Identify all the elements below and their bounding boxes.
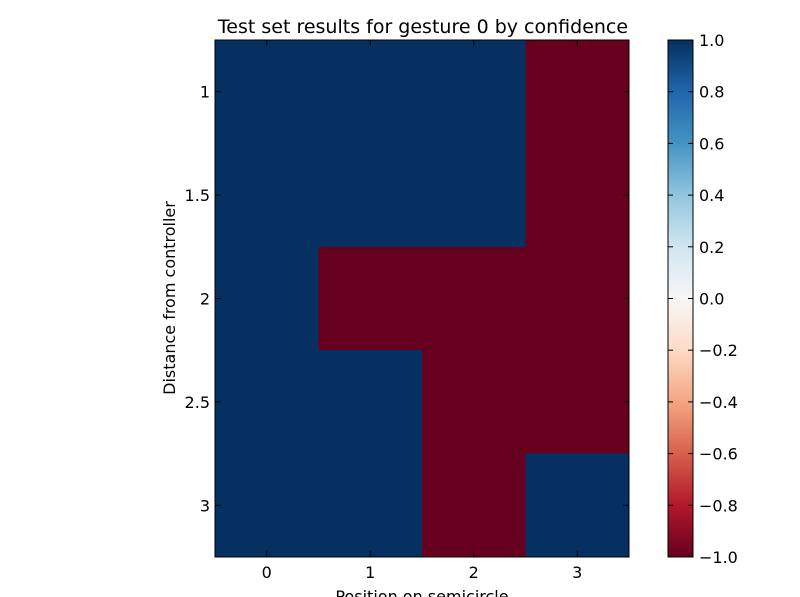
x-tick-label: 2	[469, 563, 479, 582]
heatmap-cell	[215, 143, 319, 247]
colorbar-tick-label: −0.8	[699, 496, 738, 515]
colorbar-tick-label: 0.0	[699, 290, 724, 309]
y-tick-label: 3	[200, 496, 210, 515]
heatmap-cell	[422, 246, 526, 351]
colorbar-tick-label: 0.6	[699, 134, 724, 153]
chart-title: Test set results for gesture 0 by confid…	[217, 16, 628, 38]
heatmap-cell	[318, 143, 422, 247]
heatmap-cell	[525, 143, 629, 247]
colorbar-tick-label: −0.6	[699, 445, 738, 464]
heatmap-cells	[215, 40, 629, 557]
heatmap-cell	[525, 246, 629, 351]
y-axis-label: Distance from controller	[160, 201, 179, 395]
x-axis-label: Position on semicircle	[335, 587, 508, 597]
heatmap-cell	[422, 453, 526, 557]
heatmap-cell	[215, 453, 319, 557]
colorbar-tick-label: −1.0	[699, 548, 738, 567]
colorbar-tick-label: 0.2	[699, 238, 724, 257]
heatmap-cell	[215, 40, 319, 144]
heatmap-cell	[422, 40, 526, 144]
x-tick-label: 0	[262, 563, 272, 582]
heatmap-cell	[318, 246, 422, 351]
heatmap-cell	[318, 40, 422, 144]
heatmap-cell	[422, 350, 526, 454]
colorbar-tick-label: 0.4	[699, 186, 724, 205]
y-tick-label: 1.5	[185, 186, 210, 205]
colorbar-tick-label: 0.8	[699, 83, 724, 102]
heatmap-cell	[318, 453, 422, 557]
heatmap-cell	[525, 350, 629, 454]
colorbar-tick-label: −0.2	[699, 341, 738, 360]
x-tick-label: 1	[365, 563, 375, 582]
colorbar-ticks: 1.0 0.8 0.6 0.4 0.2 0.0 −0.2 −0.4 −0.6 −0.8 −1.0	[668, 31, 738, 567]
y-tick-label: 1	[200, 83, 210, 102]
heatmap-cell	[215, 350, 319, 454]
y-tick-label: 2.5	[185, 393, 210, 412]
heatmap-cell	[525, 453, 629, 557]
heatmap-cell	[318, 350, 422, 454]
heatmap-cell	[525, 40, 629, 144]
heatmap-cell	[215, 246, 319, 351]
heatmap-cell	[422, 143, 526, 247]
colorbar-tick-label: −0.4	[699, 393, 738, 412]
colorbar-tick-label: 1.0	[699, 31, 724, 50]
x-axis-ticks: 0 1 2 3	[262, 40, 582, 582]
x-tick-label: 3	[572, 563, 582, 582]
y-tick-label: 2	[200, 290, 210, 309]
y-axis-ticks: 1 1.5 2 2.5 3	[185, 83, 629, 515]
